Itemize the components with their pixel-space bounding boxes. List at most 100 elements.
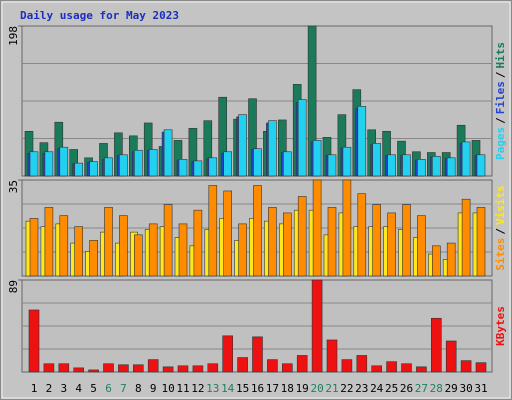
bar — [461, 141, 471, 177]
x-tick-label: 9 — [150, 382, 157, 395]
legend-entry: Visits — [494, 185, 507, 225]
bar — [372, 143, 382, 177]
bar — [311, 279, 323, 373]
bar — [163, 129, 173, 177]
bar — [296, 355, 308, 373]
x-tick-label: 17 — [266, 382, 279, 395]
bar — [237, 357, 248, 373]
bar — [371, 365, 383, 373]
bar — [223, 190, 232, 277]
bar — [238, 223, 247, 277]
bar — [461, 198, 471, 277]
bar — [431, 245, 441, 277]
x-tick-label: 28 — [430, 382, 443, 395]
bar — [88, 369, 99, 373]
x-tick-label: 27 — [415, 382, 428, 395]
bar — [417, 159, 426, 177]
bar — [148, 223, 158, 277]
bar — [476, 207, 486, 277]
bar — [446, 242, 456, 277]
bar — [207, 363, 219, 373]
bar — [223, 151, 232, 177]
x-tick-label: 12 — [191, 382, 204, 395]
legend: Sites / Visits — [494, 185, 507, 271]
bar — [416, 366, 427, 373]
bar — [29, 218, 39, 277]
y-tick-label: 198 — [7, 26, 20, 46]
bar — [192, 365, 204, 373]
x-tick-label: 8 — [135, 382, 142, 395]
bar — [475, 362, 487, 373]
x-tick-label: 22 — [340, 382, 353, 395]
legend-entry: Pages — [494, 127, 507, 160]
x-tick-label: 26 — [400, 382, 413, 395]
bar — [281, 363, 293, 373]
bar — [372, 204, 382, 277]
chart-title: Daily usage for May 2023 — [20, 9, 179, 22]
bar — [268, 120, 277, 177]
legend-entry: Hits — [494, 42, 507, 69]
bar — [118, 364, 129, 373]
bar — [342, 179, 352, 277]
bar — [312, 179, 322, 277]
bar — [44, 207, 54, 277]
bar — [208, 157, 218, 177]
x-tick-label: 7 — [120, 382, 127, 395]
x-tick-label: 14 — [221, 382, 235, 395]
x-tick-label: 31 — [474, 382, 487, 395]
y-tick-label: 89 — [7, 280, 20, 293]
bar — [282, 212, 292, 277]
bar — [43, 363, 55, 373]
bar — [387, 154, 396, 177]
bar — [163, 204, 173, 277]
bar — [446, 157, 456, 177]
x-tick-label: 2 — [46, 382, 53, 395]
bar — [341, 359, 353, 373]
bar — [297, 196, 307, 277]
bar — [119, 215, 128, 277]
x-tick-label: 23 — [355, 382, 368, 395]
x-tick-label: 16 — [251, 382, 264, 395]
x-tick-label: 30 — [459, 382, 472, 395]
bar — [312, 140, 322, 177]
bar — [386, 361, 397, 373]
bar — [431, 156, 441, 177]
bar — [402, 204, 411, 277]
bar — [357, 193, 367, 277]
bar — [356, 355, 368, 373]
bar — [476, 154, 486, 177]
bar — [326, 339, 338, 373]
bar — [59, 146, 69, 177]
bar — [89, 240, 98, 277]
bar — [238, 114, 247, 177]
bar — [178, 159, 188, 177]
bar — [460, 360, 472, 373]
bar — [342, 146, 352, 177]
legend-entry: Files — [494, 81, 507, 114]
x-tick-label: 11 — [176, 382, 189, 395]
legend: KBytes — [494, 306, 507, 346]
bar — [253, 148, 262, 177]
bar — [103, 363, 114, 373]
bar — [177, 365, 189, 373]
bar — [44, 151, 54, 177]
bar — [193, 160, 203, 177]
bar — [59, 215, 69, 277]
bar — [268, 207, 277, 277]
x-tick-label: 10 — [161, 382, 174, 395]
bar — [267, 359, 278, 373]
bar — [133, 364, 144, 373]
legend-separator: / — [494, 117, 507, 124]
bar — [29, 151, 39, 177]
bar — [430, 317, 442, 373]
bar — [104, 207, 113, 277]
bar — [74, 226, 83, 277]
bar — [445, 340, 457, 373]
bar — [58, 363, 70, 373]
bar — [193, 209, 203, 277]
bar — [401, 363, 412, 373]
bar — [402, 154, 411, 177]
legend-separator: / — [494, 71, 507, 78]
x-tick-label: 21 — [325, 382, 338, 395]
